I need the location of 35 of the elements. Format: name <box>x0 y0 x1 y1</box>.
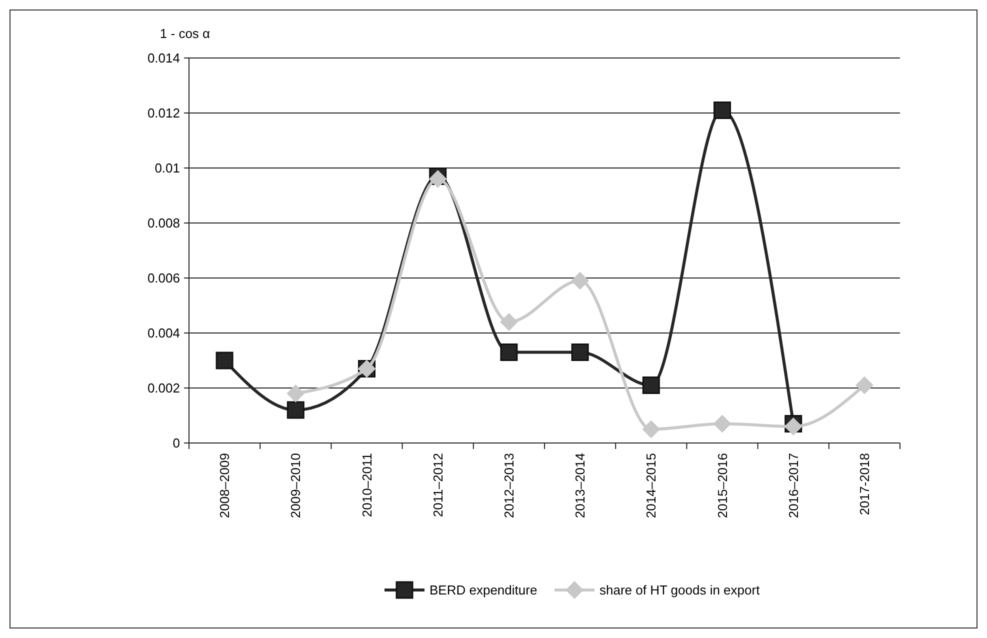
y-tick-label: 0.004 <box>147 326 180 341</box>
x-tick-label: 2014–2015 <box>644 453 659 518</box>
x-tick-label: 2015–2016 <box>714 453 730 518</box>
point <box>571 344 589 361</box>
y-tick-label: 0.008 <box>147 216 180 231</box>
y-axis-title: 1 - cos α <box>160 26 211 41</box>
y-tick-label: 0.01 <box>154 160 180 176</box>
point <box>428 170 447 188</box>
x-tick-label: 2017-2018 <box>857 453 872 516</box>
y-tick-label: 0.006 <box>147 270 180 286</box>
legend-label: share of HT goods in export <box>600 582 760 598</box>
x-tick-label: 2013–2014 <box>572 453 588 518</box>
y-tick-label: 0.014 <box>147 50 180 66</box>
point <box>571 272 590 290</box>
point <box>286 384 305 402</box>
y-tick-label: 0 <box>172 436 180 451</box>
point <box>713 414 732 433</box>
point <box>286 401 304 419</box>
point <box>500 344 518 361</box>
point <box>216 352 234 370</box>
x-tick-label: 2011–2012 <box>430 453 446 518</box>
x-tick-label: 2016–2017 <box>786 453 801 518</box>
y-tick-label: 0.012 <box>147 106 180 121</box>
x-tick-label: 2010–2011 <box>359 453 374 518</box>
point <box>855 376 874 394</box>
point <box>714 102 731 119</box>
x-tick-label: 2009–2010 <box>288 453 304 518</box>
x-tick-label: 2012–2013 <box>502 453 516 518</box>
point <box>784 418 802 436</box>
x-tick-label: 2008–2009 <box>217 453 232 518</box>
point <box>642 420 660 438</box>
legend-label: BERD expenditure <box>430 582 538 598</box>
y-tick-label: 0.002 <box>147 380 180 396</box>
point <box>642 376 660 394</box>
point <box>500 313 518 331</box>
